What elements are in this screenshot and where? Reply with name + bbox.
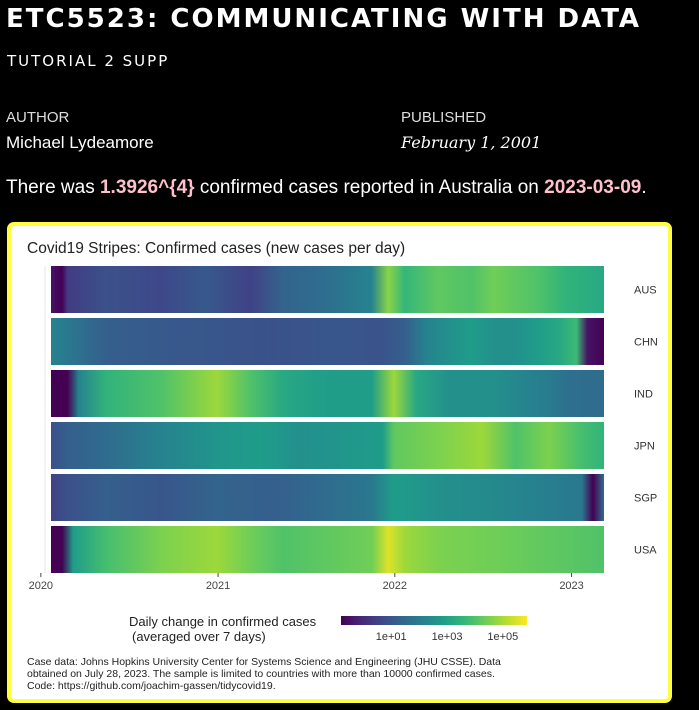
stripe-aus: [51, 266, 604, 313]
row-label-aus: AUS: [634, 285, 657, 297]
row-label-ind: IND: [634, 389, 653, 401]
stripes-group: AUS CHN IND JPN SGP USA: [51, 266, 658, 573]
chart-figure: Covid19 Stripes: Confirmed cases (new ca…: [7, 222, 672, 703]
x-axis: 2020 2021 2022 2023: [29, 266, 584, 592]
row-label-chn: CHN: [634, 337, 658, 349]
stripe-chn: [51, 318, 604, 365]
report-date: 2023-03-09: [544, 177, 642, 198]
x-tick-2020: 2020: [29, 580, 53, 592]
author-name: Michael Lydeamore: [6, 133, 154, 152]
x-tick-2021: 2021: [206, 580, 230, 592]
case-count: 1.3926^{4}: [99, 177, 195, 198]
stripes-chart: Covid19 Stripes: Confirmed cases (new ca…: [27, 240, 658, 692]
published-date: February 1, 2001: [401, 133, 542, 152]
summary-prefix: There was: [6, 177, 100, 198]
published-heading: PUBLISHED: [401, 109, 487, 126]
chart-title: Covid19 Stripes: Confirmed cases (new ca…: [27, 240, 405, 257]
row-label-sgp: SGP: [634, 493, 657, 505]
legend-title-line1: Daily change in confirmed cases: [129, 614, 317, 629]
stripe-ind: [51, 370, 604, 417]
summary-middle: confirmed cases reported in Australia on: [194, 177, 545, 198]
row-label-jpn: JPN: [634, 441, 655, 453]
x-tick-2022: 2022: [383, 580, 407, 592]
legend-tick-label: 1e+05: [487, 631, 518, 643]
author-heading: AUTHOR: [6, 109, 70, 126]
legend: Daily change in confirmed cases (average…: [129, 614, 527, 644]
caption-line-3: Code: https://github.com/joachim-gassen/…: [27, 680, 276, 692]
page-subtitle: TUTORIAL 2 SUPP: [7, 52, 170, 70]
stripe-jpn: [51, 422, 604, 469]
page-title: ETC5523: COMMUNICATING WITH DATA: [6, 4, 642, 34]
stripe-sgp: [51, 474, 604, 521]
summary-sentence: There was 1.3926^{4} confirmed cases rep…: [6, 177, 647, 199]
legend-tick-label: 1e+03: [432, 631, 463, 643]
stripe-usa: [51, 526, 604, 573]
legend-colorbar: [341, 616, 527, 625]
x-tick-2023: 2023: [559, 580, 583, 592]
summary-suffix: .: [641, 177, 647, 198]
legend-title-line2: (averaged over 7 days): [132, 629, 266, 644]
caption-line-1: Case data: Johns Hopkins University Cent…: [27, 656, 501, 668]
legend-tick-label: 1e+01: [376, 631, 407, 643]
caption-line-2: obtained on July 28, 2023. The sample is…: [27, 668, 495, 680]
row-label-usa: USA: [634, 545, 657, 557]
